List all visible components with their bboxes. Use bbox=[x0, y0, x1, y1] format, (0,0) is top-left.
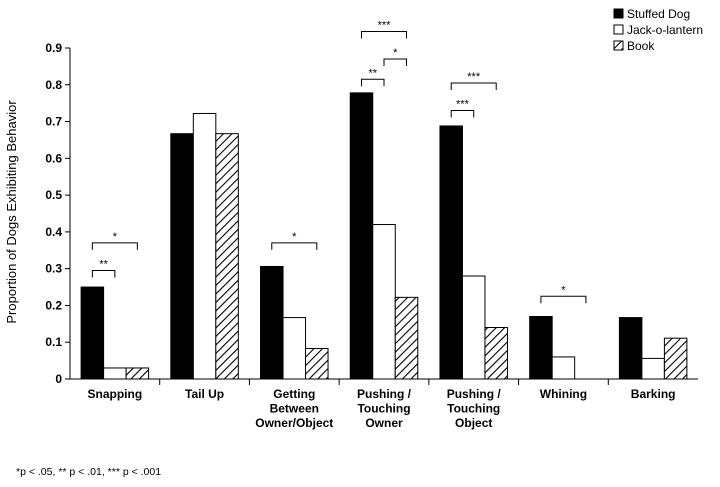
legend-swatch bbox=[613, 24, 624, 35]
significance-bracket bbox=[540, 295, 587, 304]
bar-jack-o-lantern bbox=[461, 275, 486, 380]
bar-book bbox=[125, 367, 150, 380]
legend-swatch bbox=[613, 40, 624, 51]
significance-marker: * bbox=[393, 47, 398, 59]
axes: 0 0.1 0.2 0.3 0.4 0.5 0.6 0.7 0.8 0.9 bbox=[45, 41, 698, 386]
bar-jack-o-lantern bbox=[551, 356, 576, 380]
bar-stuffed-dog bbox=[618, 317, 643, 380]
significance-bracket bbox=[361, 30, 407, 39]
category-label: Touching bbox=[447, 402, 500, 416]
significance-bracket bbox=[91, 270, 116, 278]
bar-jack-o-lantern bbox=[372, 224, 396, 380]
category-label: Object bbox=[455, 416, 492, 430]
bar-book bbox=[394, 296, 419, 380]
y-tick-label: 0.6 bbox=[45, 151, 62, 165]
bar-jack-o-lantern bbox=[192, 112, 217, 380]
y-tick-label: 0.7 bbox=[45, 115, 62, 129]
y-tick-label: 0.8 bbox=[45, 78, 62, 92]
bar-jack-o-lantern bbox=[103, 367, 127, 380]
bar-jack-o-lantern bbox=[282, 317, 307, 380]
category-label: Tail Up bbox=[185, 387, 224, 401]
significance-marker: * bbox=[292, 231, 297, 243]
category-labels: Snapping Tail Up GettingBetweenOwner/Objec… bbox=[88, 387, 676, 430]
bar-stuffed-dog bbox=[80, 286, 105, 380]
legend-swatch bbox=[613, 8, 624, 19]
significance-bracket bbox=[450, 110, 475, 118]
y-tick-label: 0.2 bbox=[45, 298, 62, 312]
bar-book bbox=[663, 337, 688, 380]
category-label: Pushing / bbox=[357, 387, 412, 401]
bar-stuffed-dog bbox=[439, 125, 463, 380]
category-label: Getting bbox=[273, 387, 315, 401]
y-axis-label: Proportion of Dogs Exhibiting Behavior bbox=[4, 100, 19, 324]
legend: Stuffed Dog Jack-o-lantern Book bbox=[613, 7, 703, 53]
y-tick-label: 0.1 bbox=[45, 335, 62, 349]
y-tick-label: 0.9 bbox=[45, 41, 62, 55]
category-label: Barking bbox=[631, 387, 676, 401]
category-label: Snapping bbox=[88, 387, 143, 401]
significance-bracket bbox=[91, 242, 138, 250]
bar-book bbox=[484, 327, 508, 380]
significance-marker: *** bbox=[378, 19, 392, 31]
bar-stuffed-dog bbox=[529, 315, 553, 380]
bar-stuffed-dog bbox=[170, 133, 194, 380]
significance-marker: ** bbox=[368, 67, 377, 79]
y-tick-label: 0.3 bbox=[45, 262, 62, 276]
significance-bracket bbox=[271, 242, 318, 250]
significance-marker: ** bbox=[99, 259, 108, 271]
legend-label: Jack-o-lantern bbox=[627, 23, 703, 37]
bar-jack-o-lantern bbox=[641, 357, 665, 380]
legend-label: Stuffed Dog bbox=[627, 7, 690, 21]
bar-stuffed-dog bbox=[260, 265, 284, 380]
significance-marker: *** bbox=[456, 99, 470, 111]
significance-bracket bbox=[361, 78, 385, 87]
bar-book bbox=[305, 347, 329, 380]
significance-marker: *** bbox=[467, 71, 481, 83]
significance-bracket bbox=[450, 82, 497, 90]
significance-marker: * bbox=[561, 284, 566, 296]
y-tick-label: 0 bbox=[55, 372, 62, 386]
category-label: Whining bbox=[540, 387, 587, 401]
legend-label: Book bbox=[627, 39, 655, 53]
category-label: Owner/Object bbox=[255, 416, 333, 430]
bar-book bbox=[215, 133, 239, 380]
bars bbox=[80, 92, 688, 380]
y-tick-label: 0.4 bbox=[45, 225, 62, 239]
category-label: Between bbox=[270, 402, 319, 416]
significance-marker: * bbox=[113, 231, 118, 243]
bar-stuffed-dog bbox=[349, 92, 374, 380]
significance-footnote: *p < .05, ** p < .01, *** p < .001 bbox=[16, 466, 162, 478]
category-label: Pushing / bbox=[447, 387, 502, 401]
y-tick-label: 0.5 bbox=[45, 188, 62, 202]
category-label: Touching bbox=[357, 402, 410, 416]
significance-brackets: *** ************** bbox=[91, 19, 587, 304]
category-label: Owner bbox=[365, 416, 403, 430]
significance-bracket bbox=[383, 58, 407, 67]
